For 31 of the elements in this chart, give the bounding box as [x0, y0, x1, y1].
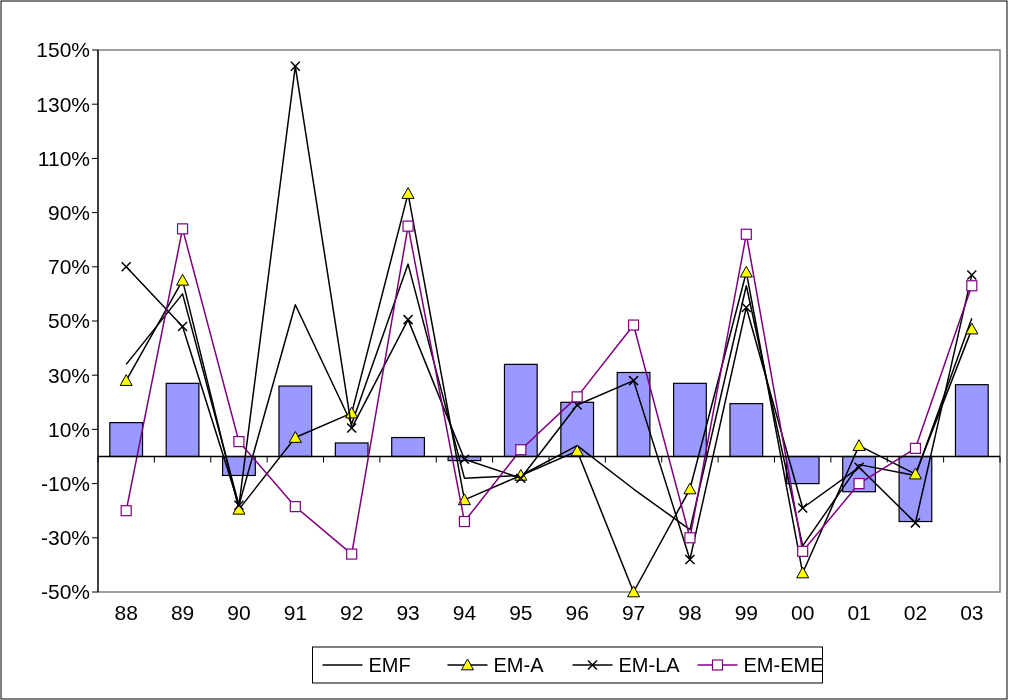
x-tick-label: 01 — [847, 601, 871, 624]
y-tick-label: 130% — [36, 92, 90, 116]
y-tick-label: 30% — [47, 363, 90, 387]
legend-label: EM-EME — [743, 654, 824, 676]
x-tick-label: 03 — [960, 601, 984, 624]
x-tick-label: 96 — [565, 601, 589, 624]
x-tick-label: 91 — [283, 601, 307, 624]
x-tick-label: 98 — [678, 601, 702, 624]
y-tick-label: -50% — [40, 580, 90, 604]
x-tick-label: 89 — [170, 601, 195, 624]
x-tick-label: 93 — [396, 601, 420, 624]
x-tick-label: 88 — [114, 601, 138, 624]
x-tick-label: 99 — [734, 601, 758, 624]
x-tick-label: 02 — [903, 601, 928, 624]
x-tick-label: 90 — [227, 601, 251, 624]
y-tick-label: 50% — [47, 309, 90, 333]
legend-label: EMF — [368, 654, 411, 676]
y-tick-label: -30% — [40, 526, 90, 550]
y-tick-label: 10% — [47, 417, 90, 441]
x-tick-label: 94 — [452, 601, 477, 624]
legend-label: EM-LA — [618, 654, 681, 676]
y-tick-label: 90% — [47, 200, 90, 224]
legend-label: EM-A — [493, 654, 545, 676]
x-tick-label: 00 — [791, 601, 815, 624]
x-tick-label: 97 — [621, 601, 646, 624]
y-tick-label: 70% — [47, 255, 90, 279]
y-tick-label: 150% — [36, 38, 90, 62]
x-tick-label: 95 — [509, 601, 533, 624]
x-tick-label: 92 — [340, 601, 364, 624]
y-tick-label: 110% — [37, 146, 90, 170]
y-tick-label: -10% — [40, 471, 90, 495]
